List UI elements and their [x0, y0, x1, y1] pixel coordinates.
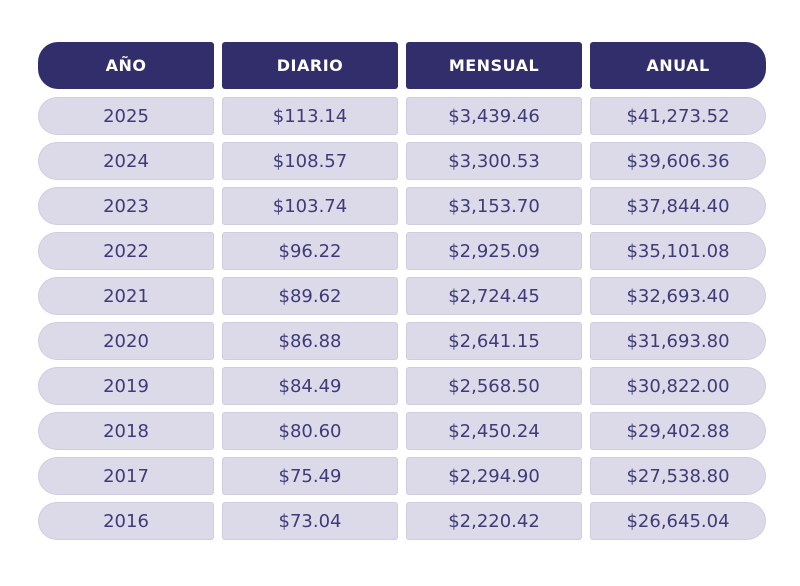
value-cell: $35,101.08: [590, 232, 766, 270]
year-cell: 2024: [38, 142, 214, 180]
value-cell: $2,925.09: [406, 232, 582, 270]
value-cell: $96.22: [222, 232, 398, 270]
table-header-row: AÑO DIARIO MENSUAL ANUAL: [38, 42, 766, 89]
value-cell: $2,724.45: [406, 277, 582, 315]
value-cell: $3,439.46: [406, 97, 582, 135]
value-cell: $2,568.50: [406, 367, 582, 405]
value-cell: $26,645.04: [590, 502, 766, 540]
value-cell: $3,300.53: [406, 142, 582, 180]
value-cell: $2,641.15: [406, 322, 582, 360]
year-cell: 2019: [38, 367, 214, 405]
value-cell: $2,220.42: [406, 502, 582, 540]
value-cell: $80.60: [222, 412, 398, 450]
year-cell: 2020: [38, 322, 214, 360]
year-cell: 2017: [38, 457, 214, 495]
value-cell: $75.49: [222, 457, 398, 495]
column-header-mensual: MENSUAL: [406, 42, 582, 89]
minimum-wage-table: AÑO DIARIO MENSUAL ANUAL 2025 $113.14 $3,4…: [38, 42, 766, 540]
year-cell: 2016: [38, 502, 214, 540]
value-cell: $108.57: [222, 142, 398, 180]
value-cell: $2,450.24: [406, 412, 582, 450]
column-header-diario: DIARIO: [222, 42, 398, 89]
value-cell: $73.04: [222, 502, 398, 540]
value-cell: $32,693.40: [590, 277, 766, 315]
value-cell: $103.74: [222, 187, 398, 225]
year-cell: 2025: [38, 97, 214, 135]
value-cell: $86.88: [222, 322, 398, 360]
column-header-ano: AÑO: [38, 42, 214, 89]
value-cell: $113.14: [222, 97, 398, 135]
value-cell: $31,693.80: [590, 322, 766, 360]
year-cell: 2023: [38, 187, 214, 225]
column-header-anual: ANUAL: [590, 42, 766, 89]
value-cell: $89.62: [222, 277, 398, 315]
value-cell: $29,402.88: [590, 412, 766, 450]
table-body: 2025 $113.14 $3,439.46 $41,273.52 2024 $108.5…: [38, 97, 766, 540]
value-cell: $27,538.80: [590, 457, 766, 495]
value-cell: $30,822.00: [590, 367, 766, 405]
value-cell: $84.49: [222, 367, 398, 405]
value-cell: $39,606.36: [590, 142, 766, 180]
year-cell: 2021: [38, 277, 214, 315]
year-cell: 2022: [38, 232, 214, 270]
value-cell: $37,844.40: [590, 187, 766, 225]
year-cell: 2018: [38, 412, 214, 450]
value-cell: $2,294.90: [406, 457, 582, 495]
value-cell: $3,153.70: [406, 187, 582, 225]
value-cell: $41,273.52: [590, 97, 766, 135]
